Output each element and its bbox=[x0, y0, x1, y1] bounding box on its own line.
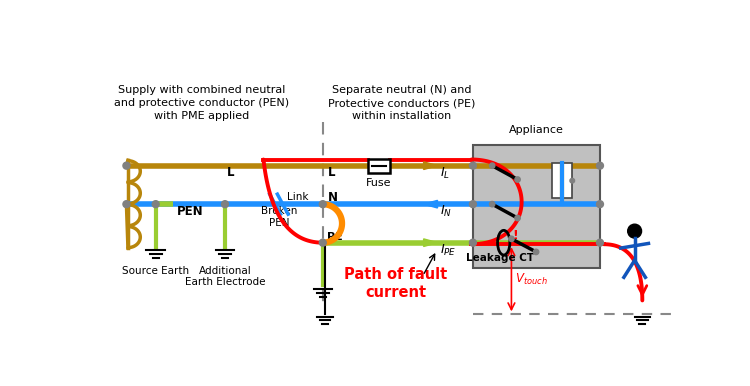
Bar bbox=[473, 145, 600, 268]
Circle shape bbox=[320, 239, 326, 246]
Bar bbox=[552, 163, 572, 198]
Text: L: L bbox=[226, 166, 234, 179]
Circle shape bbox=[152, 201, 159, 208]
Text: PEN: PEN bbox=[176, 205, 203, 218]
Text: N: N bbox=[328, 191, 338, 204]
Bar bbox=[368, 159, 390, 173]
Circle shape bbox=[470, 239, 476, 246]
Polygon shape bbox=[424, 200, 437, 208]
Circle shape bbox=[596, 239, 604, 246]
Circle shape bbox=[570, 178, 574, 183]
Text: PE: PE bbox=[328, 232, 344, 242]
Circle shape bbox=[515, 177, 520, 182]
Polygon shape bbox=[424, 239, 437, 247]
Circle shape bbox=[470, 162, 476, 169]
Polygon shape bbox=[424, 162, 437, 169]
Circle shape bbox=[509, 236, 514, 242]
Text: Additional
Earth Electrode: Additional Earth Electrode bbox=[184, 266, 266, 287]
Text: Path of fault
current: Path of fault current bbox=[344, 267, 448, 300]
Circle shape bbox=[533, 249, 538, 255]
Circle shape bbox=[320, 201, 326, 208]
Circle shape bbox=[628, 224, 641, 238]
Text: Appliance: Appliance bbox=[509, 125, 564, 135]
Circle shape bbox=[596, 162, 604, 169]
Circle shape bbox=[490, 201, 495, 207]
Text: $I_L$: $I_L$ bbox=[440, 166, 450, 181]
Text: Supply with combined neutral
and protective conductor (PEN)
with PME applied: Supply with combined neutral and protect… bbox=[114, 85, 290, 121]
Circle shape bbox=[123, 162, 130, 169]
Circle shape bbox=[596, 201, 604, 208]
Circle shape bbox=[490, 163, 495, 168]
Circle shape bbox=[470, 201, 476, 208]
Circle shape bbox=[515, 215, 520, 221]
Text: $V_{touch}$: $V_{touch}$ bbox=[515, 272, 548, 287]
Text: $I_{PE}$: $I_{PE}$ bbox=[440, 242, 456, 257]
Text: Fuse: Fuse bbox=[366, 178, 392, 188]
Text: Separate neutral (N) and
Protective conductors (PE)
within installation: Separate neutral (N) and Protective cond… bbox=[328, 85, 476, 121]
Text: Link: Link bbox=[287, 192, 309, 202]
Text: Broken
PEN: Broken PEN bbox=[261, 206, 297, 228]
Text: L: L bbox=[328, 166, 335, 179]
Circle shape bbox=[123, 201, 130, 208]
Text: Source Earth: Source Earth bbox=[122, 266, 189, 276]
Text: $I_N$: $I_N$ bbox=[440, 204, 452, 219]
Text: Leakage CT: Leakage CT bbox=[466, 253, 534, 263]
Text: !: ! bbox=[512, 229, 518, 242]
Circle shape bbox=[221, 201, 229, 208]
